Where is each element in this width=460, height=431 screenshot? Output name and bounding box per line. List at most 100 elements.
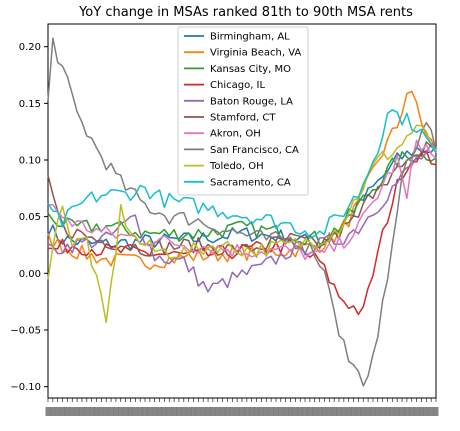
x-tick-label-blur: [331, 407, 337, 416]
y-axis: −0.10 −0.05 0.00 0.05 0.10 0.15 0.20: [10, 42, 48, 393]
x-tick-label-blur: [414, 407, 420, 416]
x-tick-label-blur: [200, 407, 206, 416]
x-tick-label-blur: [302, 407, 308, 416]
x-tick-label-blur: [45, 407, 51, 416]
x-tick-label-blur: [132, 407, 138, 416]
x-tick-label-blur: [220, 407, 226, 416]
x-tick-label-blur: [210, 407, 216, 416]
y-tick-label: 0.15: [19, 99, 41, 110]
chart-title: YoY change in MSAs ranked 81th to 90th M…: [78, 5, 413, 20]
x-tick-label-blur: [205, 407, 211, 416]
x-tick-label-blur: [74, 407, 80, 416]
legend-label: Akron, OH: [210, 129, 261, 140]
x-tick-label-blur: [317, 407, 323, 416]
x-tick-label-blur: [234, 407, 240, 416]
series-line-stamford-ct: [47, 141, 437, 257]
x-tick-label-blur: [351, 407, 357, 416]
x-tick-label-blur: [152, 407, 158, 416]
x-tick-label-blur: [433, 407, 439, 416]
x-tick-label-blur: [157, 407, 163, 416]
legend-label: Birmingham, AL: [210, 32, 290, 43]
x-tick-label-blur: [399, 407, 405, 416]
x-tick-label-blur: [69, 407, 75, 416]
x-tick-label-blur: [385, 407, 390, 416]
x-tick-label-blur: [113, 407, 119, 416]
legend-label: Toledo, OH: [209, 161, 264, 172]
x-tick-label-blur: [89, 407, 95, 416]
series-line-baton-rouge-la: [47, 143, 437, 293]
x-tick-label-blur: [273, 407, 279, 416]
series-line-akron-oh: [48, 139, 437, 261]
x-tick-label-blur: [263, 407, 269, 416]
x-tick-label-blur: [389, 407, 395, 416]
x-tick-label-blur: [215, 407, 221, 416]
y-tick-label: −0.10: [10, 382, 41, 393]
x-tick-label-blur: [380, 407, 386, 416]
x-tick-label-blur: [418, 407, 424, 416]
legend-label: Virginia Beach, VA: [210, 48, 301, 59]
x-tick-label-blur: [307, 407, 313, 416]
x-tick-label-blur: [50, 407, 56, 416]
x-tick-label-blur: [98, 407, 104, 416]
x-tick-label-blur: [336, 407, 342, 416]
x-tick-label-blur: [326, 407, 332, 416]
x-tick-label-blur: [229, 407, 235, 416]
x-tick-label-blur: [195, 407, 201, 416]
x-tick-label-blur: [278, 407, 284, 416]
x-tick-label-blur: [428, 407, 434, 416]
x-tick-label-blur: [166, 407, 172, 416]
x-tick-label-blur: [268, 407, 274, 416]
legend: Birmingham, AL Virginia Beach, VA Kansas C…: [177, 26, 309, 196]
x-tick-label-blur: [142, 407, 148, 416]
x-tick-label-blur: [176, 407, 182, 416]
series-line-san-francisco-ca: [47, 37, 437, 387]
x-tick-label-blur: [108, 407, 114, 416]
x-tick-label-blur: [239, 407, 245, 416]
x-tick-label-blur: [55, 407, 61, 416]
x-tick-label-blur: [161, 407, 167, 416]
y-tick-label: 0.05: [19, 212, 41, 223]
x-tick-label-blur: [249, 407, 255, 416]
x-tick-label-blur: [355, 407, 361, 416]
x-tick-label-blur: [370, 407, 376, 416]
legend-label: Baton Rouge, LA: [210, 96, 293, 107]
x-tick-label-blur: [123, 407, 129, 416]
x-tick-label-blur: [394, 407, 400, 416]
legend-label: Sacramento, CA: [210, 177, 291, 188]
x-tick-label-blur: [321, 407, 327, 416]
legend-label: Stamford, CT: [210, 113, 276, 124]
x-tick-label-blur: [127, 407, 133, 416]
x-tick-label-blur: [288, 407, 293, 416]
series-lines: [47, 37, 437, 387]
y-tick-label: 0.00: [19, 269, 41, 280]
x-axis: [45, 398, 439, 416]
x-tick-label-blur: [254, 407, 260, 416]
x-tick-label-blur: [346, 407, 352, 416]
x-tick-label-blur: [244, 407, 250, 416]
x-tick-label-blur: [186, 407, 192, 416]
x-tick-label-blur: [94, 407, 99, 416]
x-tick-label-blur: [64, 407, 70, 416]
y-tick-label: 0.10: [19, 156, 41, 167]
x-tick-label-blur: [312, 407, 318, 416]
x-tick-label-blur: [365, 407, 371, 416]
x-tick-label-blur: [118, 407, 124, 416]
legend-box: [177, 26, 309, 196]
legend-label: Kansas City, MO: [210, 64, 291, 75]
x-tick-label-blur: [404, 407, 410, 416]
x-tick-label-blur: [292, 407, 298, 416]
x-tick-label-blur: [60, 407, 66, 416]
x-tick-label-blur: [181, 407, 187, 416]
y-tick-label: 0.20: [19, 42, 41, 53]
x-tick-label-blur: [137, 407, 143, 416]
y-tick-label: −0.05: [10, 326, 41, 337]
x-tick-label-blur: [341, 407, 347, 416]
legend-label: Chicago, IL: [210, 80, 265, 91]
legend-label: San Francisco, CA: [210, 145, 299, 156]
x-tick-label-blur: [409, 407, 415, 416]
series-line-sacramento-ca: [47, 109, 437, 239]
x-tick-label-blur: [375, 407, 381, 416]
x-tick-label-blur: [191, 407, 196, 416]
x-tick-label-blur: [283, 407, 289, 416]
